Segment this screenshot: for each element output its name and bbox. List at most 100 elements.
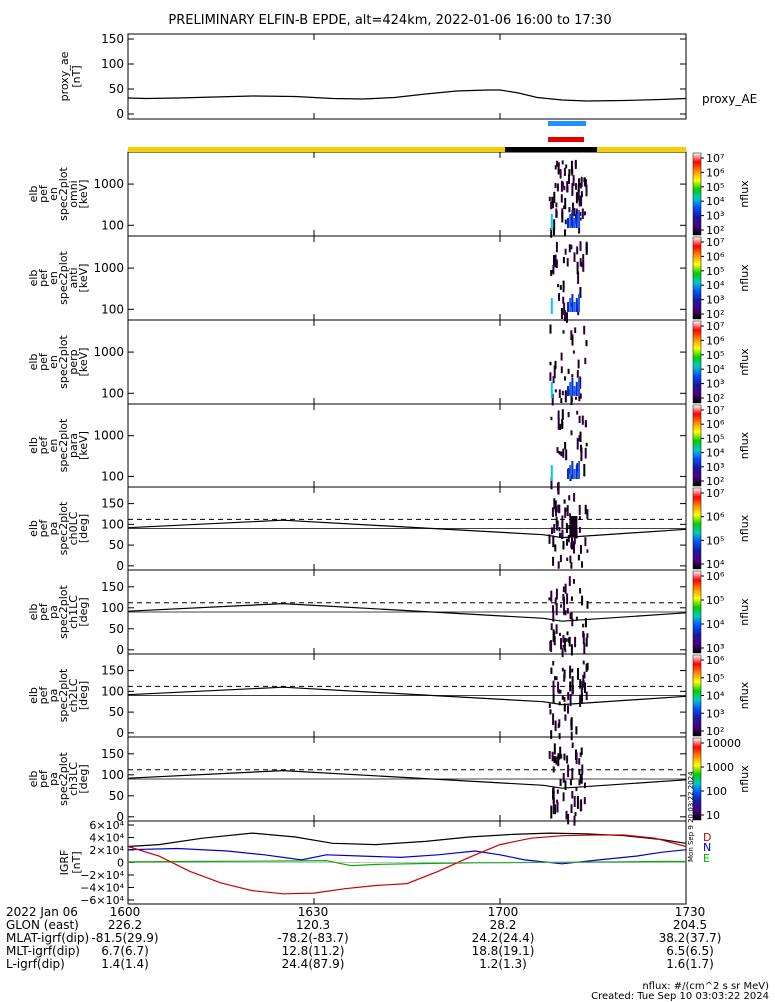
flux-pixel [580,447,583,456]
flux-pixel [550,477,553,490]
flux-pixel [570,244,573,250]
flux-pixel [556,799,559,803]
flux-pixel [571,378,574,396]
y-tick-label: 100 [101,601,124,615]
flux-pixel [569,516,578,537]
y-tick-label: 1000 [93,345,124,359]
colorbar: 10⁷ 10⁶ 10⁵ 10⁴ nflux [692,487,751,571]
loss-cone-line [127,686,687,706]
flux-pixel [570,644,573,656]
colorbar-label: nflux [738,348,751,376]
flux-pixel [585,442,588,447]
spectrogram-pixels [550,241,588,323]
panel-frame [127,151,687,237]
flux-pixel [583,643,586,654]
footer-row-value: 24.4(87.9) [281,957,345,971]
flux-pixel [569,665,572,679]
flux-pixel [575,616,578,621]
flux-pixel [568,244,571,253]
flux-pixel [580,747,583,755]
flux-pixel [548,703,551,708]
flux-pixel [562,792,565,802]
flux-pixel [577,184,580,193]
flux-pixel [564,248,567,255]
flux-pixel [570,731,573,741]
colorbar-tick-label: 10⁶ [706,570,725,583]
flux-pixel [569,694,572,707]
flux-pixel [577,668,579,680]
flux-pixel [578,461,580,479]
flux-pixel [578,504,581,515]
colorbar-tick-label: 10⁴ [706,558,725,571]
y-tick-label: −2×10⁴ [80,869,124,882]
flux-pixel [568,639,570,643]
flux-pixel [560,754,563,759]
footer-row-value: 18.8(19.1) [471,944,535,958]
flux-pixel [564,390,567,403]
colorbar-tick-label: 100 [706,785,727,798]
flux-pixel [579,212,582,216]
panel-7: 050100150elbpefpaspec2plotch2LC[deg]10⁶1… [27,653,751,741]
flux-pixel [569,214,572,228]
flux-pixel [583,797,586,805]
flux-pixel [567,764,570,778]
y-axis-label: [deg] [77,597,90,626]
footer-row-value: 226.2 [107,918,143,932]
flux-pixel [555,756,558,765]
y-axis-label: [nT] [70,851,83,873]
flux-pixel [564,229,566,237]
y-axis-label: [keV] [77,264,90,293]
flux-pixel [574,159,577,167]
footer-row-value: 38.2(37.7) [658,931,722,945]
flux-pixel [559,532,561,538]
flux-pixel [584,419,587,428]
colorbar-scale [692,320,702,404]
flux-pixel [560,604,563,608]
flux-pixel [554,182,557,189]
flux-pixel [554,597,557,605]
flux-pixel [567,535,570,543]
flux-pixel [586,549,589,553]
flux-pixel [581,415,584,425]
flux-pixel [554,254,557,268]
flux-pixel [553,255,555,266]
flux-pixel [578,392,581,402]
flux-pixel [571,791,574,799]
colorbar-label: nflux [738,598,751,626]
flux-pixel [554,389,557,393]
created-note: Created: Tue Sep 10 03:03:22 2024 [591,991,769,1002]
flux-pixel [560,398,563,403]
flux-pixel [580,688,583,697]
y-axis-label: spec2plot [57,418,70,472]
colorbar-scale [692,654,702,737]
flux-pixel [564,219,567,225]
flux-pixel [561,695,564,700]
flux-pixel [563,185,566,191]
flux-pixel [575,298,578,312]
flux-pixel [550,201,553,210]
flux-pixel [570,612,573,620]
flux-pixel [558,689,561,694]
flux-pixel [553,228,555,236]
flux-pixel [557,410,560,420]
y-axis-label: en [47,439,60,453]
legend-n: N [703,841,711,854]
colorbar-tick-label: 10⁵ [706,349,724,362]
flux-pixel [570,330,573,340]
flux-pixel [550,298,553,314]
flux-pixel [573,541,575,554]
flux-pixel [563,637,566,651]
flux-pixel [552,693,555,704]
footer-row-value: 1730 [674,905,706,919]
flux-pixel [574,812,577,817]
colorbar-tick-label: 10⁷ [706,152,724,165]
flux-pixel [578,210,580,228]
flux-pixel [573,578,575,584]
y-axis-label: [deg] [77,514,90,543]
bar-yellow [128,147,686,152]
flux-pixel [550,667,553,674]
flux-pixel [557,163,560,175]
footer-row-value: 1700 [487,905,519,919]
flux-pixel [563,703,566,712]
flux-pixel [582,261,585,272]
